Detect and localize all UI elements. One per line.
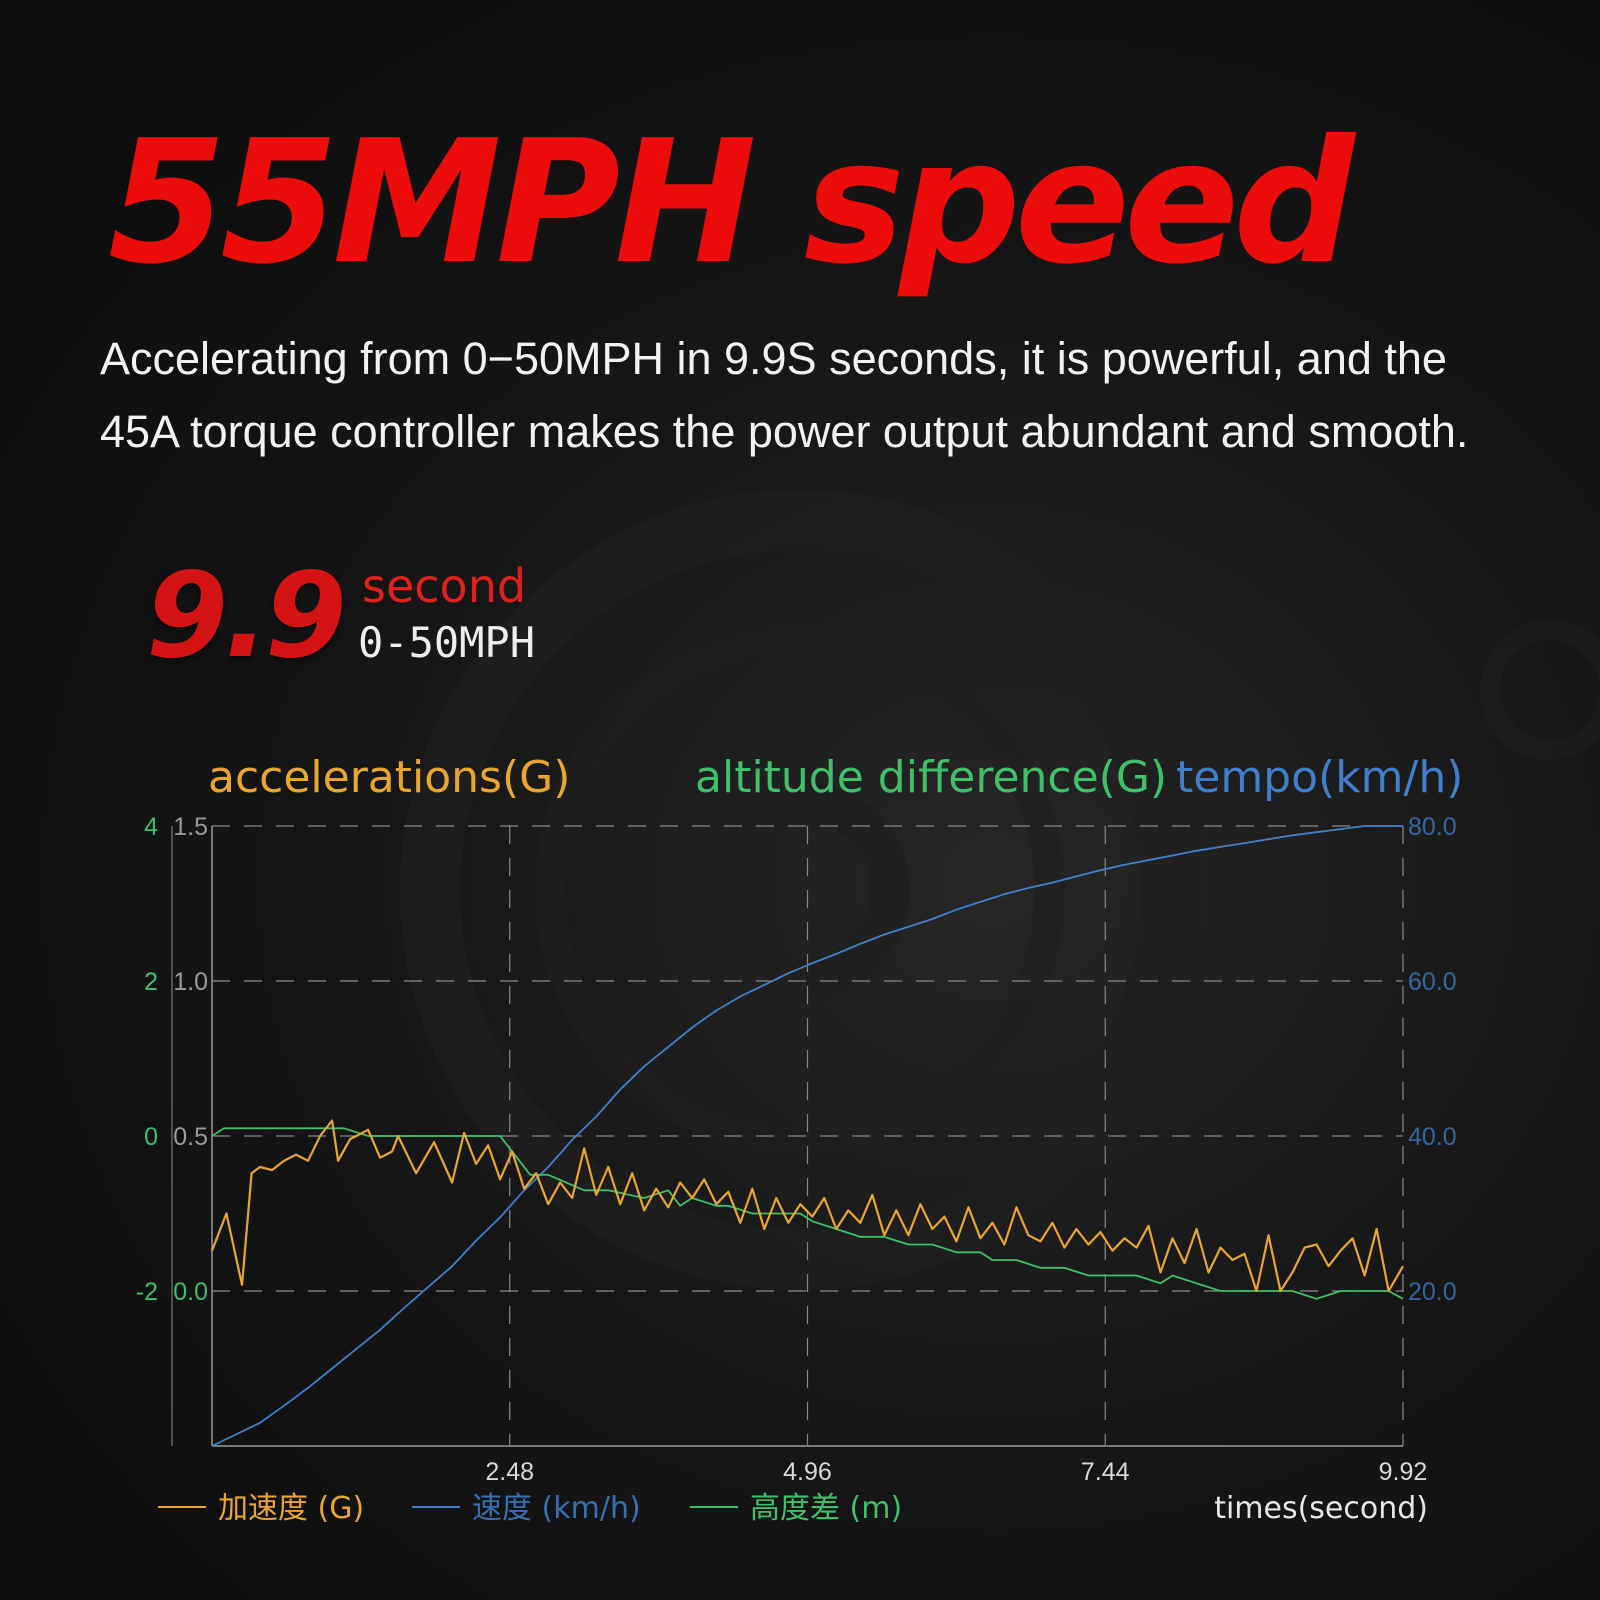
y-tick-speed: 80.0 [1408, 813, 1457, 841]
y-tick-acceleration: 0.5 [173, 1123, 208, 1151]
legend-label: 加速度 (G) [218, 1491, 364, 1526]
headline: 55MPH speed [108, 104, 1355, 302]
y-tick-speed: 20.0 [1408, 1278, 1457, 1306]
y-tick-acceleration: 1.0 [173, 968, 208, 996]
y-tick-acceleration: 0.0 [173, 1278, 208, 1306]
highlight-unit: second [362, 559, 527, 613]
chart-series [210, 825, 1404, 1447]
series-line-altitude [211, 1127, 1404, 1300]
x-tick: 9.92 [1379, 1458, 1428, 1486]
series-line-acceleration [210, 1119, 1404, 1293]
y-tick-altitude: 4 [144, 813, 158, 841]
series-line-speed [211, 825, 1403, 1447]
y-tick-altitude: 0 [144, 1123, 158, 1151]
highlight-label: 0-50MPH [358, 618, 536, 667]
chart-legend: 加速度 (G) 速度 (km/h) 高度差 (m) [158, 1491, 902, 1526]
legend-label: 高度差 (m) [750, 1491, 902, 1526]
x-axis-label: times(second) [1214, 1491, 1428, 1526]
y-tick-altitude: 2 [144, 968, 158, 996]
y-tick-speed: 60.0 [1408, 968, 1457, 996]
x-tick: 7.44 [1081, 1458, 1130, 1486]
x-tick: 4.96 [783, 1458, 832, 1486]
description: Accelerating from 0−50MPH in 9.9S second… [100, 322, 1580, 468]
x-tick: 2.48 [485, 1458, 534, 1486]
description-line-2: 45A torque controller makes the power ou… [100, 406, 1469, 457]
axis-title-acceleration: accelerations(G) [208, 752, 570, 803]
axis-title-altitude: altitude difference(G) [695, 752, 1167, 803]
chart-grid [171, 825, 1404, 1447]
legend-label: 速度 (km/h) [472, 1491, 641, 1526]
y-tick-speed: 40.0 [1408, 1123, 1457, 1151]
highlight-value: 9.9 [146, 546, 347, 684]
axis-title-speed: tempo(km/h) [1176, 752, 1463, 803]
y-tick-acceleration: 1.5 [173, 813, 208, 841]
y-tick-altitude: -2 [136, 1278, 158, 1306]
description-line-1: Accelerating from 0−50MPH in 9.9S second… [100, 333, 1447, 384]
chart-ticks: 4 2 0 -2 1.5 1.0 0.5 0.0 80.0 60.0 40.0 20.0 2.48 4.9… [136, 813, 1457, 1486]
